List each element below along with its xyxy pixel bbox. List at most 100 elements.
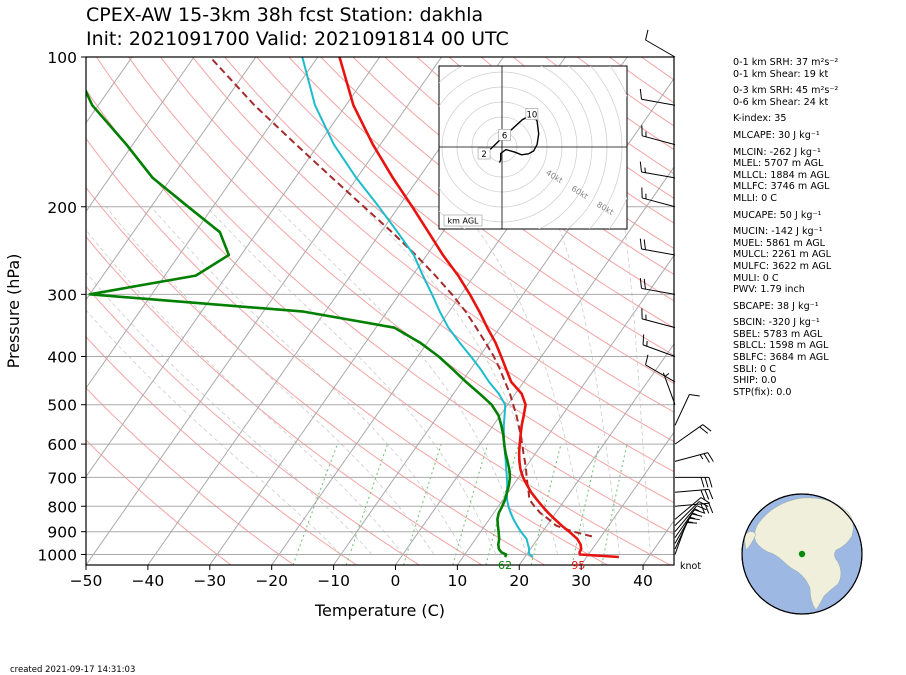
wind-barb-shaft	[674, 488, 709, 493]
wind-barb-feather	[639, 88, 643, 100]
wind-barb	[642, 334, 676, 357]
wind-barb-feather	[704, 477, 709, 488]
wind-barb	[645, 29, 676, 58]
wind-barb-feather	[694, 509, 705, 514]
wind-barb-feather	[708, 503, 714, 514]
wind-barb-feather	[699, 426, 709, 434]
wind-barb-shaft	[642, 197, 676, 208]
wind-barb	[662, 372, 676, 405]
param-item: MUCIN: -142 J kg⁻¹	[733, 226, 823, 238]
wind-barb	[674, 513, 703, 544]
y-tick-label: 400	[47, 349, 77, 367]
dry-adiabat	[86, 336, 357, 565]
wind-barb-feather	[689, 393, 700, 397]
x-tick-label: 40	[633, 572, 653, 590]
wind-barb-feather	[702, 424, 712, 432]
moist-adiabat	[150, 206, 466, 555]
dry-adiabat	[86, 387, 294, 565]
hodograph-point-label: 10	[526, 111, 537, 121]
wind-barb-feather	[700, 503, 706, 514]
wind-barb-feather	[708, 489, 714, 500]
y-tick-label: 100	[47, 49, 77, 67]
moist-adiabat	[86, 229, 404, 555]
param-item: STP(fix): 0.0	[733, 386, 792, 398]
param-item: PWV: 1.79 inch	[733, 284, 805, 296]
wind-barb-feather	[639, 238, 643, 250]
isotherm	[580, 431, 674, 565]
plot-frame	[85, 56, 675, 566]
wind-barb-half-feather	[644, 167, 646, 173]
wind-barb-half-feather	[687, 521, 693, 524]
dewpoint-profile	[86, 88, 512, 558]
wind-barb-shaft	[642, 344, 676, 357]
globe-land-west	[743, 531, 757, 551]
x-tick-label: 30	[571, 572, 591, 590]
dry-adiabat	[192, 57, 674, 443]
param-item: MUEL: 5861 m AGL	[733, 237, 826, 249]
axes: −50 −40 −30 −20 −10 0 10 20 30 40 100 200 300 400 500 6…	[38, 49, 653, 590]
moist-adiabat	[105, 206, 435, 555]
wind-barb-feather	[708, 477, 713, 488]
param-item: SBLI: 0 C	[733, 363, 776, 375]
wind-barb-shaft	[641, 98, 676, 106]
wind-barb-feather	[703, 453, 710, 463]
y-tick-label: 900	[47, 524, 77, 542]
mixing-ratio-line	[292, 443, 338, 565]
wind-barb-shaft	[674, 502, 709, 507]
wind-barb-shaft	[662, 372, 676, 405]
mixing-ratio-line	[485, 443, 520, 565]
wind-barb-half-feather	[692, 512, 698, 516]
wind-barb-feather	[704, 503, 710, 514]
background-grid	[86, 57, 674, 565]
hodograph-point-box	[525, 108, 539, 120]
wind-units-label: knot	[680, 561, 701, 572]
moist-adiabat	[550, 206, 620, 555]
wind-barb-shaft	[642, 135, 676, 146]
wind-barb-shaft	[642, 318, 676, 329]
y-axis-label: Pressure (hPa)	[4, 254, 23, 369]
wind-barb-feather	[643, 239, 646, 250]
wind-barb-shaft	[641, 248, 676, 256]
wind-barb-feather	[643, 278, 646, 290]
isotherm	[86, 57, 319, 390]
wind-barb	[641, 125, 676, 146]
hodograph-trace	[479, 113, 540, 163]
dry-adiabat	[288, 57, 674, 356]
dry-adiabat	[86, 235, 483, 565]
mixing-ratio-line	[345, 443, 388, 565]
wind-barb-shaft	[674, 501, 700, 526]
wind-barb	[645, 354, 676, 383]
hodograph-frame	[438, 65, 628, 230]
y-tick-label: 600	[47, 436, 77, 454]
wind-barb-feather	[696, 505, 707, 511]
wind-barb	[674, 509, 705, 538]
dry-adiabat	[86, 285, 420, 565]
dry-adiabat	[86, 439, 232, 565]
wind-barb-half-feather	[689, 516, 696, 520]
wind-barb-shaft	[641, 171, 676, 179]
x-tick-label: −30	[193, 572, 226, 590]
param-item: SBLFC: 3684 m AGL	[733, 352, 829, 364]
x-tick-label: 10	[448, 572, 468, 590]
param-item: MULI: 0 C	[733, 272, 779, 284]
wind-barb	[674, 452, 714, 463]
isotherm	[86, 57, 443, 565]
dry-adiabat	[256, 57, 674, 384]
wind-barb	[675, 476, 713, 488]
isotherm	[333, 77, 674, 565]
surface-temperature-label: 95	[571, 559, 585, 572]
wind-barb-shaft	[674, 513, 693, 544]
wind-barb	[674, 393, 700, 426]
wind-barb	[674, 424, 712, 445]
wind-barb-shaft	[674, 394, 690, 426]
station-marker	[798, 550, 806, 558]
x-tick-label: −40	[132, 572, 165, 590]
wind-barb-shaft	[674, 509, 695, 538]
mixing-ratio-line	[403, 443, 442, 565]
sounding-parameters: 0-1 km SRH: 37 m²s⁻² 0-1 km Shear: 19 kt 0…	[733, 57, 903, 398]
isotherm	[518, 343, 674, 565]
mixing-ratio-line	[452, 443, 489, 565]
